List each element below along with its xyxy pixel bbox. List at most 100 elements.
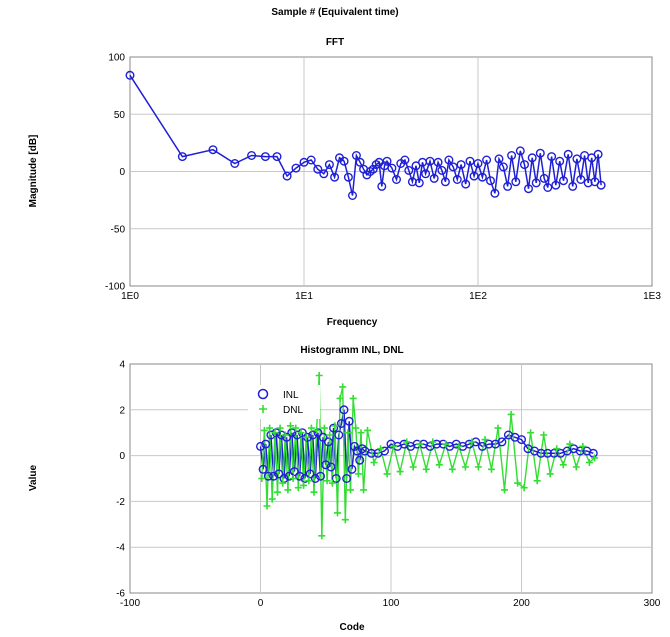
dnl-point [284, 486, 292, 494]
dnl-point [396, 468, 404, 476]
dnl-point [292, 424, 300, 432]
inl-point [310, 474, 320, 484]
inl-point [282, 432, 292, 442]
inl-point [313, 428, 323, 438]
hist-y-tick-label: 2 [119, 405, 125, 416]
hist-y-tick-label: 0 [119, 451, 125, 462]
dnl-point [579, 442, 587, 450]
fft-point [507, 150, 517, 160]
dnl-point [370, 459, 378, 466]
legend-dnl-label: DNL [283, 405, 303, 416]
fft-point [324, 160, 334, 170]
dnl-point [341, 516, 349, 524]
inl-point [347, 464, 357, 474]
dnl-point [279, 479, 287, 487]
fft-point [524, 184, 534, 194]
fft-point [368, 164, 378, 174]
dnl-point [354, 470, 362, 478]
inl-point [342, 474, 352, 484]
dnl-point [297, 429, 305, 437]
fft-point [473, 158, 483, 168]
fft-point [400, 155, 410, 165]
fft-point [515, 146, 525, 156]
top-label: Sample # (Equivalent time) [271, 7, 398, 18]
dnl-point [383, 470, 391, 478]
fft-point [572, 154, 582, 164]
fft-point [452, 174, 462, 184]
inl-point [269, 471, 279, 481]
fft-point [498, 162, 508, 172]
inl-point [316, 471, 326, 481]
fft-point [260, 152, 270, 162]
inl-point [261, 439, 271, 449]
fft-point [576, 174, 586, 184]
fft-point [539, 173, 549, 183]
hist-y-tick-label: -2 [116, 497, 125, 508]
fft-point [351, 150, 361, 160]
inl-point [366, 448, 376, 458]
fft-point [125, 70, 135, 80]
dnl-point [344, 429, 352, 437]
fft-point [563, 149, 573, 159]
dnl-point [559, 461, 567, 469]
dnl-point [352, 424, 360, 432]
fft-point [404, 165, 414, 175]
dnl-point [263, 502, 271, 510]
inl-point [497, 437, 507, 447]
dnl-point [416, 440, 424, 448]
inl-point [274, 469, 284, 479]
fft-point [230, 158, 240, 168]
fft-y-tick-label: 50 [114, 110, 126, 121]
legend-inl-label: INL [283, 390, 299, 401]
dnl-point [442, 440, 450, 448]
dnl-point [546, 470, 554, 478]
fft-point [339, 156, 349, 166]
inl-point [575, 446, 585, 456]
fft-point [247, 150, 257, 160]
inl-point [350, 441, 360, 451]
fft-point [208, 145, 218, 155]
inl-point [331, 474, 341, 484]
fft-point [387, 163, 397, 173]
fft-point [490, 188, 500, 198]
dnl-point [461, 463, 469, 471]
dnl-point [334, 509, 341, 517]
fft-point [543, 182, 553, 192]
dnl-point [494, 424, 502, 432]
dnl-point [307, 424, 315, 432]
fft-point [437, 165, 447, 175]
inl-point [329, 423, 339, 433]
fft-point [355, 157, 365, 167]
fft-point [555, 156, 565, 166]
dnl-point [390, 442, 398, 450]
histogram-chart: Histogramm INL, DNL -100 0 100 200 300 -6 -4 -… [28, 345, 661, 633]
dnl-point [429, 438, 437, 446]
hist-title: Histogramm INL, DNL [300, 345, 403, 356]
inl-point [355, 455, 365, 465]
dnl-point [305, 477, 313, 485]
dnl-point [468, 438, 476, 446]
hist-x-tick-label: 0 [258, 598, 264, 609]
inl-point [543, 448, 553, 458]
dnl-point [357, 429, 365, 437]
fft-point [511, 177, 521, 187]
dnl-point [591, 454, 599, 462]
hist-ylabel: Value [28, 465, 39, 492]
hist-legend: INL DNL [248, 385, 320, 419]
dnl-point [409, 463, 417, 471]
dnl-point [323, 477, 331, 485]
fft-point [559, 176, 569, 186]
fft-chart: FFT 1E0 1E1 1E2 1E3 -100 -50 0 50 100 Frequency… [28, 37, 661, 328]
fft-point [461, 179, 471, 189]
dnl-point [339, 383, 347, 391]
dnl-point [520, 484, 528, 492]
fft-point [414, 178, 424, 188]
inl-point [321, 460, 331, 470]
dnl-point [553, 445, 561, 453]
hist-x-tick-label: -100 [120, 598, 140, 609]
fft-point [377, 181, 387, 191]
fft-point [469, 171, 479, 181]
inl-point [484, 439, 494, 449]
fft-point [348, 190, 358, 200]
inl-point [308, 430, 318, 440]
